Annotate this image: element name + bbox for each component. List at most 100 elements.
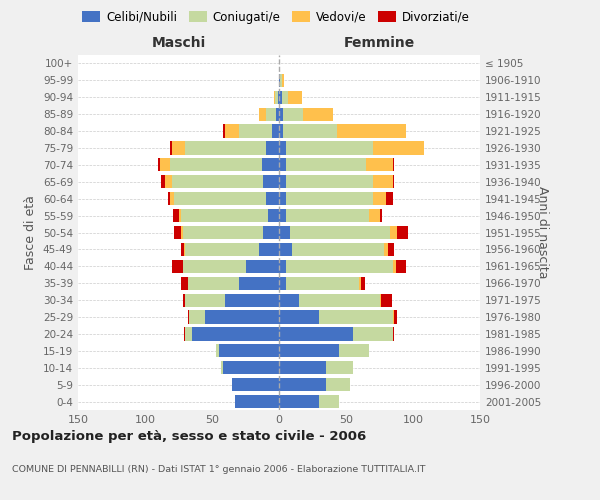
Bar bbox=[275, 90, 278, 104]
Bar bbox=[279, 175, 286, 188]
Bar bbox=[161, 175, 165, 188]
Bar bbox=[205, 310, 279, 324]
Bar bbox=[279, 192, 286, 205]
Bar bbox=[319, 310, 393, 324]
Bar bbox=[172, 175, 263, 188]
Bar bbox=[326, 378, 350, 391]
Bar bbox=[165, 175, 172, 188]
Bar bbox=[393, 158, 394, 172]
Bar bbox=[326, 361, 353, 374]
Bar bbox=[299, 294, 380, 306]
Bar bbox=[281, 74, 284, 87]
Bar bbox=[188, 310, 189, 324]
Bar bbox=[279, 310, 319, 324]
Legend: Celibi/Nubili, Coniugati/e, Vedovi/e, Divorziati/e: Celibi/Nubili, Coniugati/e, Vedovi/e, Di… bbox=[77, 6, 475, 28]
Bar bbox=[279, 90, 281, 104]
Bar bbox=[279, 124, 283, 138]
Bar bbox=[158, 158, 160, 172]
Bar bbox=[289, 90, 302, 104]
Bar bbox=[170, 142, 172, 154]
Bar bbox=[185, 142, 266, 154]
Bar bbox=[266, 142, 279, 154]
Bar bbox=[172, 260, 182, 273]
Bar bbox=[266, 108, 277, 121]
Bar bbox=[281, 90, 289, 104]
Bar bbox=[279, 378, 326, 391]
Bar bbox=[286, 209, 369, 222]
Bar bbox=[280, 74, 281, 87]
Bar bbox=[235, 395, 279, 408]
Bar bbox=[160, 158, 170, 172]
Bar bbox=[184, 328, 185, 340]
Bar bbox=[175, 192, 266, 205]
Bar bbox=[278, 90, 279, 104]
Bar bbox=[182, 260, 245, 273]
Bar bbox=[245, 260, 279, 273]
Bar bbox=[286, 192, 373, 205]
Bar bbox=[181, 276, 188, 290]
Bar bbox=[277, 108, 279, 121]
Bar bbox=[216, 344, 218, 358]
Bar bbox=[373, 192, 386, 205]
Bar bbox=[383, 243, 388, 256]
Bar bbox=[170, 158, 262, 172]
Bar bbox=[263, 175, 279, 188]
Bar bbox=[185, 243, 259, 256]
Bar bbox=[279, 108, 283, 121]
Bar bbox=[184, 243, 185, 256]
Bar bbox=[272, 124, 279, 138]
Bar bbox=[303, 108, 332, 121]
Bar bbox=[188, 276, 239, 290]
Bar bbox=[286, 260, 393, 273]
Bar bbox=[283, 124, 337, 138]
Bar bbox=[395, 260, 406, 273]
Bar bbox=[172, 142, 185, 154]
Bar bbox=[279, 142, 286, 154]
Bar bbox=[279, 361, 326, 374]
Y-axis label: Anni di nascita: Anni di nascita bbox=[536, 186, 548, 279]
Bar bbox=[168, 192, 170, 205]
Bar bbox=[221, 361, 223, 374]
Bar bbox=[337, 124, 406, 138]
Bar bbox=[173, 209, 179, 222]
Bar bbox=[386, 192, 393, 205]
Bar bbox=[366, 158, 393, 172]
Bar bbox=[279, 209, 286, 222]
Bar bbox=[274, 90, 275, 104]
Bar bbox=[319, 395, 340, 408]
Bar bbox=[292, 243, 383, 256]
Bar bbox=[226, 124, 239, 138]
Bar bbox=[394, 310, 397, 324]
Bar bbox=[393, 175, 394, 188]
Bar bbox=[259, 243, 279, 256]
Bar bbox=[279, 328, 353, 340]
Text: Popolazione per età, sesso e stato civile - 2006: Popolazione per età, sesso e stato civil… bbox=[12, 430, 366, 443]
Bar bbox=[290, 226, 390, 239]
Bar bbox=[268, 209, 279, 222]
Bar bbox=[279, 226, 290, 239]
Bar bbox=[218, 344, 279, 358]
Bar bbox=[373, 175, 393, 188]
Bar bbox=[170, 192, 175, 205]
Bar bbox=[393, 310, 394, 324]
Bar bbox=[380, 209, 382, 222]
Bar bbox=[286, 276, 359, 290]
Bar bbox=[182, 226, 263, 239]
Bar bbox=[279, 243, 292, 256]
Bar bbox=[232, 378, 279, 391]
Bar bbox=[390, 226, 397, 239]
Bar bbox=[262, 158, 279, 172]
Bar bbox=[340, 344, 369, 358]
Bar bbox=[380, 294, 381, 306]
Bar bbox=[393, 328, 394, 340]
Bar bbox=[179, 209, 181, 222]
Bar bbox=[226, 294, 279, 306]
Bar bbox=[266, 192, 279, 205]
Bar bbox=[223, 361, 279, 374]
Bar bbox=[259, 108, 266, 121]
Bar bbox=[381, 294, 392, 306]
Bar bbox=[185, 294, 226, 306]
Bar bbox=[388, 243, 394, 256]
Bar bbox=[279, 344, 340, 358]
Text: COMUNE DI PENNABILLI (RN) - Dati ISTAT 1° gennaio 2006 - Elaborazione TUTTITALIA: COMUNE DI PENNABILLI (RN) - Dati ISTAT 1… bbox=[12, 465, 425, 474]
